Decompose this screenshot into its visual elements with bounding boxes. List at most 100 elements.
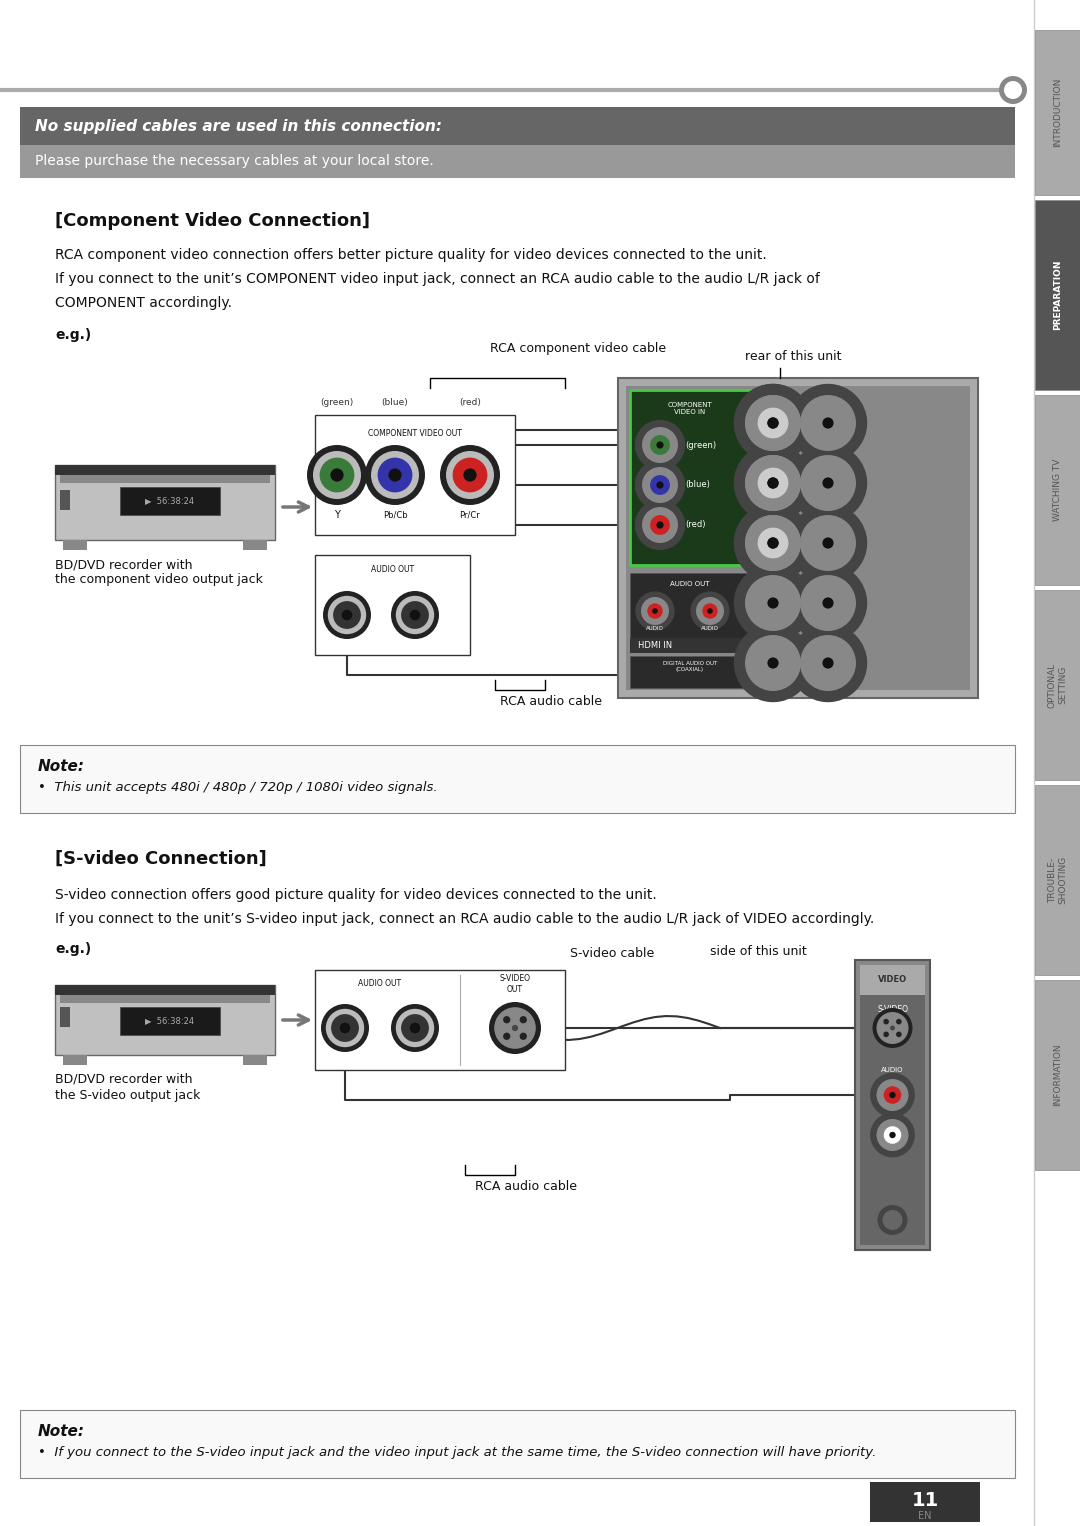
Circle shape [733, 444, 812, 522]
Text: (green): (green) [685, 441, 716, 450]
Text: INTRODUCTION: INTRODUCTION [1053, 78, 1062, 146]
Circle shape [768, 537, 779, 549]
Circle shape [650, 475, 670, 494]
Text: •  This unit accepts 480i / 480p / 720p / 1080i video signals.: • This unit accepts 480i / 480p / 720p /… [38, 781, 437, 794]
Text: AUDIO OUT: AUDIO OUT [671, 581, 710, 588]
Bar [1035, 591, 1080, 780]
Circle shape [1004, 81, 1022, 99]
Circle shape [642, 427, 678, 462]
Circle shape [313, 452, 361, 499]
Circle shape [320, 458, 354, 493]
Bar [63, 540, 87, 549]
Text: rear of this unit: rear of this unit [745, 349, 841, 363]
Circle shape [877, 1012, 908, 1044]
Text: R: R [411, 629, 419, 638]
Circle shape [512, 1025, 518, 1032]
Circle shape [503, 1016, 511, 1024]
Text: INFORMATION: INFORMATION [1053, 1044, 1062, 1106]
Bar [315, 555, 470, 655]
Circle shape [822, 418, 834, 429]
Circle shape [446, 452, 494, 499]
Bar [60, 1007, 70, 1027]
Circle shape [401, 601, 429, 629]
Bar [21, 107, 1015, 145]
Bar [855, 960, 930, 1250]
Circle shape [328, 595, 366, 635]
Circle shape [870, 1112, 915, 1157]
Circle shape [733, 504, 812, 583]
Text: TROUBLE-
SHOOTING: TROUBLE- SHOOTING [1048, 856, 1067, 903]
Circle shape [788, 624, 867, 702]
Circle shape [800, 395, 856, 452]
Circle shape [365, 446, 426, 505]
Bar [630, 638, 750, 653]
Text: (red): (red) [459, 398, 481, 407]
Circle shape [389, 468, 402, 482]
Text: (blue): (blue) [685, 481, 710, 490]
Text: Please purchase the necessary cables at your local store.: Please purchase the necessary cables at … [35, 154, 434, 168]
Bar [630, 391, 750, 565]
Circle shape [745, 514, 801, 571]
Bar [1035, 200, 1080, 391]
Circle shape [395, 595, 434, 635]
Text: RCA audio cable: RCA audio cable [500, 694, 602, 708]
Circle shape [495, 1007, 536, 1048]
Circle shape [768, 597, 779, 609]
Circle shape [733, 444, 812, 522]
Circle shape [812, 467, 843, 499]
Circle shape [333, 601, 361, 629]
Circle shape [745, 455, 801, 511]
Text: AUDIO: AUDIO [881, 1067, 904, 1073]
Circle shape [733, 504, 812, 583]
Text: Pr/Cr: Pr/Cr [460, 511, 481, 519]
Circle shape [788, 563, 867, 642]
Circle shape [635, 592, 675, 630]
Bar [860, 964, 924, 1245]
Circle shape [896, 1032, 902, 1038]
Circle shape [650, 516, 670, 536]
Text: VIDEO: VIDEO [878, 975, 907, 984]
Text: Y: Y [334, 510, 340, 520]
Circle shape [882, 1210, 903, 1230]
Circle shape [733, 385, 812, 462]
Bar [55, 984, 275, 995]
Bar [618, 378, 978, 697]
Circle shape [757, 588, 788, 618]
Text: HDMI IN: HDMI IN [638, 641, 672, 650]
Circle shape [812, 407, 843, 438]
Circle shape [401, 1015, 429, 1042]
Text: Note:: Note: [38, 758, 85, 774]
Circle shape [800, 635, 856, 691]
Circle shape [788, 385, 867, 462]
Bar [120, 1007, 220, 1035]
Circle shape [409, 1022, 420, 1033]
Text: BD/DVD recorder with: BD/DVD recorder with [55, 1073, 192, 1087]
Circle shape [378, 458, 413, 493]
Text: Note:: Note: [38, 1424, 85, 1439]
Circle shape [733, 624, 812, 702]
Text: L: L [342, 1042, 348, 1053]
Text: RCA audio cable: RCA audio cable [475, 1180, 577, 1193]
Circle shape [642, 597, 669, 626]
Circle shape [877, 1119, 908, 1151]
Circle shape [883, 1019, 889, 1024]
Text: S-video cable: S-video cable [570, 948, 654, 960]
Text: AUDIO OUT: AUDIO OUT [359, 980, 402, 989]
Circle shape [657, 441, 663, 449]
Circle shape [463, 468, 476, 482]
Text: ▶  56:38:24: ▶ 56:38:24 [146, 496, 194, 505]
Circle shape [489, 1003, 541, 1054]
Text: RCA component video connection offers better picture quality for video devices c: RCA component video connection offers be… [55, 249, 767, 262]
Circle shape [652, 609, 658, 613]
Bar [315, 415, 515, 536]
Circle shape [453, 458, 487, 493]
Bar [60, 475, 270, 484]
Circle shape [889, 1132, 895, 1138]
Circle shape [812, 588, 843, 618]
Circle shape [873, 1009, 913, 1048]
Text: WATCHING TV: WATCHING TV [1053, 459, 1062, 522]
Text: S-video connection offers good picture quality for video devices connected to th: S-video connection offers good picture q… [55, 888, 657, 902]
Circle shape [890, 1025, 895, 1030]
Circle shape [822, 478, 834, 488]
Bar [55, 465, 275, 540]
